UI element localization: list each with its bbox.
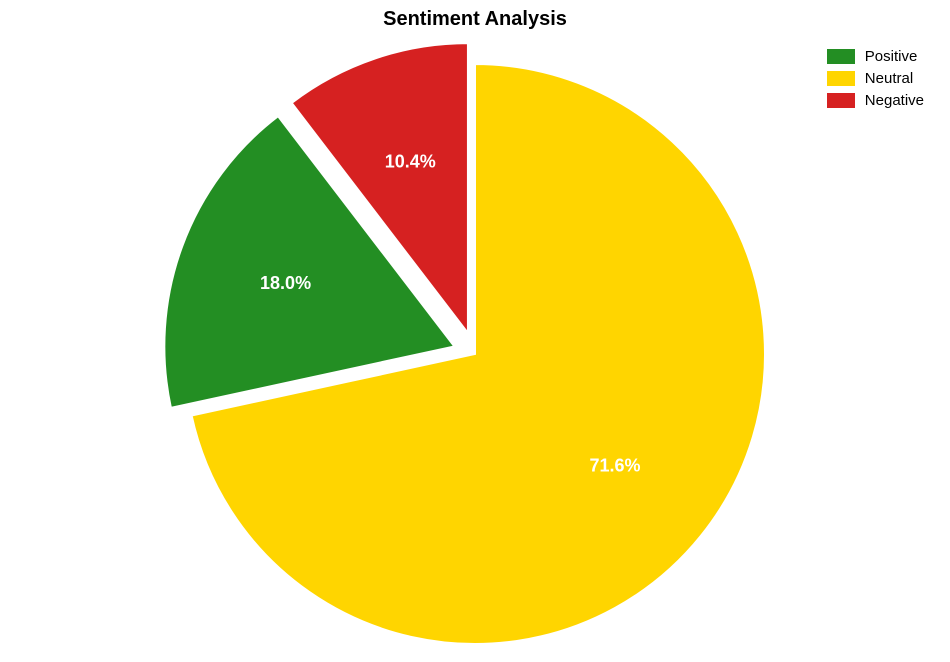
slice-label: 71.6% <box>589 456 640 476</box>
legend-swatch <box>827 71 855 86</box>
legend-swatch <box>827 49 855 64</box>
chart-container: Sentiment Analysis 71.6%18.0%10.4% Posit… <box>0 0 950 662</box>
legend-item: Neutral <box>827 70 924 87</box>
legend-label: Positive <box>865 48 918 65</box>
legend-label: Negative <box>865 92 924 109</box>
legend: Positive Neutral Negative <box>827 48 924 114</box>
slice-label: 10.4% <box>385 152 436 172</box>
slice-label: 18.0% <box>260 273 311 293</box>
legend-swatch <box>827 93 855 108</box>
legend-item: Positive <box>827 48 924 65</box>
legend-item: Negative <box>827 92 924 109</box>
pie-chart: 71.6% 18.0% 10.4% <box>0 0 950 662</box>
legend-label: Neutral <box>865 70 913 87</box>
